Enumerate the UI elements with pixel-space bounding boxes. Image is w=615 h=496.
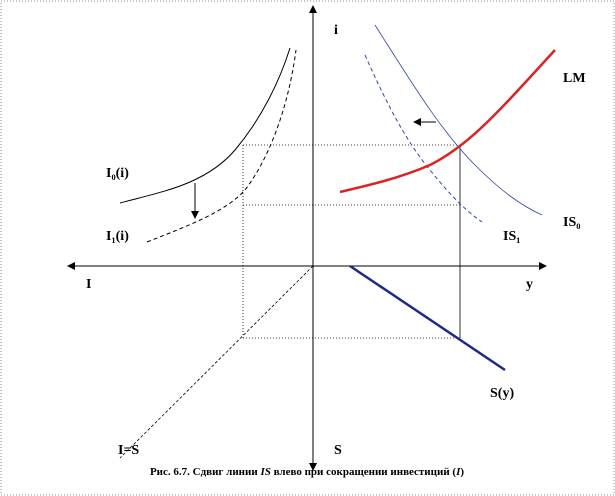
label: i <box>334 23 338 38</box>
label: I <box>86 277 91 292</box>
bisector <box>119 265 314 459</box>
guides <box>242 144 460 339</box>
i1-curve <box>146 49 297 243</box>
caption-text: Рис. 6.7. Сдвиг линии <box>150 466 261 478</box>
label: S(y) <box>490 386 514 401</box>
label: y <box>526 277 533 292</box>
caption-text: влево при сокращении инвестиций ( <box>271 466 457 478</box>
label: S <box>334 443 342 458</box>
label: LM <box>563 71 586 86</box>
label: I₀(i) <box>106 166 129 181</box>
caption-text: IS <box>259 466 270 478</box>
i0-curve <box>119 47 291 204</box>
label: I=S <box>118 443 139 458</box>
label: I₁(i) <box>106 229 129 244</box>
label: IS₁ <box>503 229 520 244</box>
lm-curve <box>339 49 556 194</box>
label: IS₀ <box>563 215 580 230</box>
s-curve <box>349 264 506 372</box>
caption-text: ) <box>460 466 464 478</box>
is0-curve <box>374 24 543 216</box>
caption: Рис. 6.7. Сдвиг линии IS влево при сокра… <box>150 466 464 478</box>
caption-text: I <box>455 466 461 478</box>
is1-curve <box>364 54 483 223</box>
